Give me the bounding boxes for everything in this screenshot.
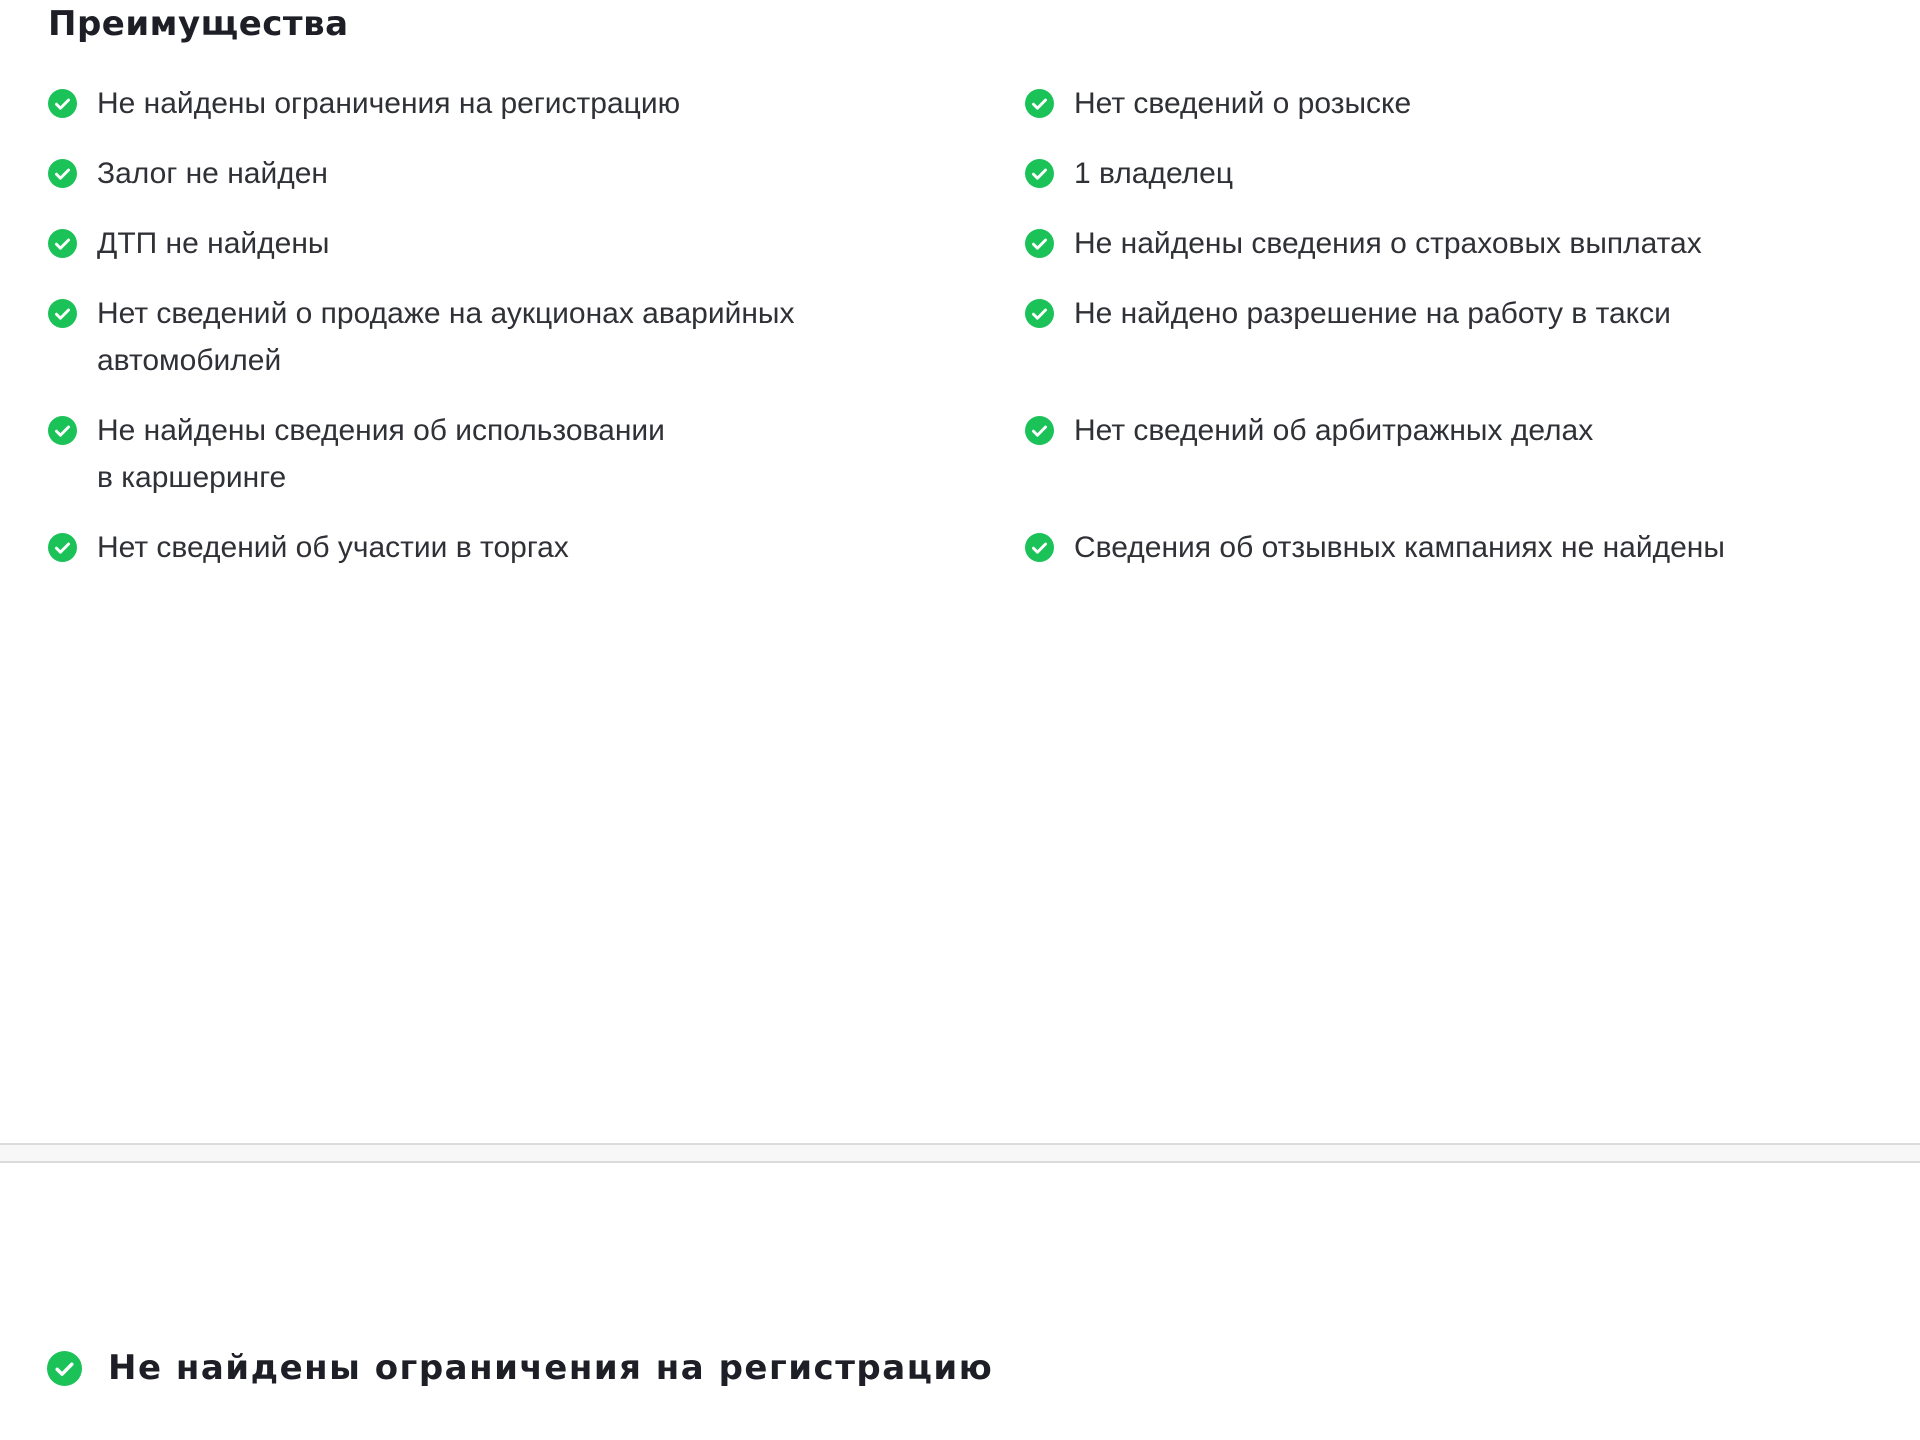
check-circle-icon xyxy=(48,533,77,562)
detail-section-title: Не найдены ограничения на регистрацию xyxy=(108,1348,994,1388)
check-circle-icon xyxy=(48,89,77,118)
advantage-item-label: Не найдено разрешение на работу в такси xyxy=(1074,297,1671,330)
advantage-item: 1 владелец xyxy=(1025,150,1920,197)
check-circle-icon xyxy=(1025,416,1054,445)
advantage-item-label: Сведения об отзывных кампаниях не найден… xyxy=(1074,531,1725,564)
advantage-item: Нет сведений об участии в торгах xyxy=(48,524,1025,571)
check-circle-icon xyxy=(1025,89,1054,118)
advantages-list: Не найдены ограничения на регистрацию Не… xyxy=(48,80,1920,571)
advantage-item: Нет сведений о розыске xyxy=(1025,80,1920,127)
check-circle-icon xyxy=(48,229,77,258)
advantage-item: Не найдены сведения об использовании в к… xyxy=(48,407,1025,501)
advantage-item: Нет сведений об арбитражных делах xyxy=(1025,407,1920,454)
advantage-item: Не найдены ограничения на регистрацию xyxy=(48,80,1025,127)
detail-section-header: Не найдены ограничения на регистрацию xyxy=(47,1348,993,1388)
advantage-item-label: Нет сведений об участии в торгах xyxy=(97,531,569,564)
advantage-item: ДТП не найдены xyxy=(48,220,1025,267)
advantage-item: Не найдено разрешение на работу в такси xyxy=(1025,290,1920,337)
advantage-item-label: Не найдены сведения о страховых выплатах xyxy=(1074,227,1702,260)
advantage-item: Залог не найден xyxy=(48,150,1025,197)
advantage-item-label: 1 владелец xyxy=(1074,157,1234,190)
advantage-item: Не найдены сведения о страховых выплатах xyxy=(1025,220,1920,267)
check-circle-icon xyxy=(48,416,77,445)
advantage-item-label: Не найдены сведения об использовании в к… xyxy=(97,414,665,494)
advantage-item-label: Не найдены ограничения на регистрацию xyxy=(97,87,681,120)
advantages-section: Преимущества Не найдены ограничения на р… xyxy=(48,2,1920,571)
advantage-item-label: Залог не найден xyxy=(97,157,328,190)
advantages-title: Преимущества xyxy=(48,4,349,44)
advantage-item-label: Нет сведений об арбитражных делах xyxy=(1074,414,1594,447)
check-circle-icon xyxy=(48,159,77,188)
advantage-item-label: Нет сведений о розыске xyxy=(1074,87,1412,120)
section-divider xyxy=(0,1143,1920,1163)
check-circle-icon xyxy=(1025,533,1054,562)
check-circle-icon xyxy=(1025,159,1054,188)
advantage-item-label: Нет сведений о продаже на аукционах авар… xyxy=(97,297,795,377)
advantage-item: Сведения об отзывных кампаниях не найден… xyxy=(1025,524,1920,571)
advantage-item-label: ДТП не найдены xyxy=(97,227,330,260)
check-circle-icon xyxy=(1025,229,1054,258)
check-circle-icon xyxy=(48,299,77,328)
check-circle-icon xyxy=(47,1350,82,1386)
advantage-item: Нет сведений о продаже на аукционах авар… xyxy=(48,290,1025,384)
check-circle-icon xyxy=(1025,299,1054,328)
